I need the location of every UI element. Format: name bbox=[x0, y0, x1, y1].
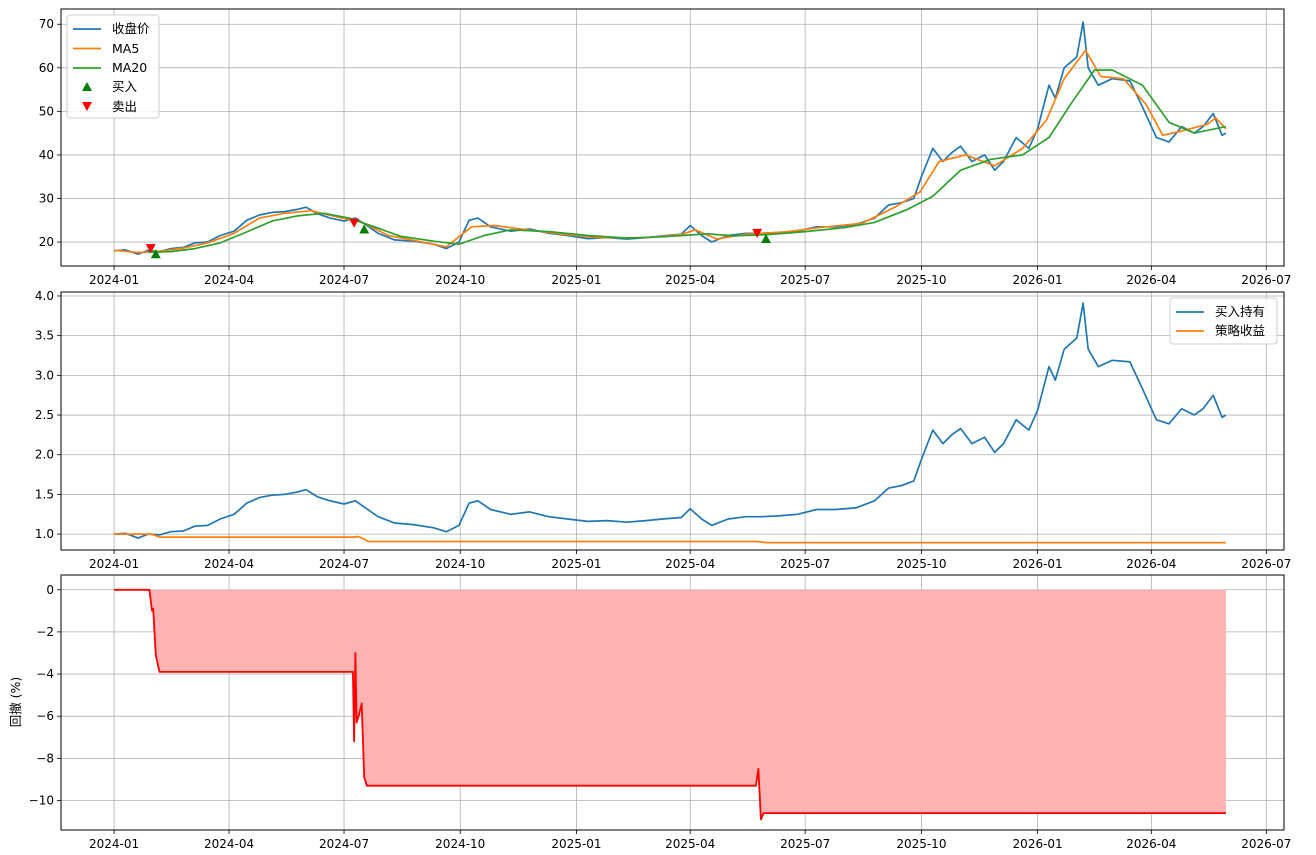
legend-buyhold-label: 买入持有 bbox=[1215, 304, 1265, 319]
legend-buy-label: 买入 bbox=[112, 79, 138, 94]
x-tick-label: 2026-07 bbox=[1241, 557, 1291, 571]
buy-hold-line bbox=[114, 302, 1227, 539]
returns-legend-box bbox=[1169, 297, 1278, 345]
returns-grid bbox=[61, 292, 1284, 550]
x-tick-label: 2026-04 bbox=[1126, 837, 1176, 851]
ma5-line bbox=[114, 49, 1227, 254]
strategy-line bbox=[114, 533, 1226, 544]
x-tick-label: 2026-07 bbox=[1241, 837, 1291, 851]
y-tick-label: 2.0 bbox=[35, 448, 54, 462]
legend-ma5-label: MA5 bbox=[112, 41, 139, 56]
x-tick-label: 2025-01 bbox=[551, 837, 601, 851]
y-tick-label: −2 bbox=[36, 625, 54, 639]
price-axes-frame bbox=[60, 8, 1285, 267]
drawdown-panel: 2024-01 2024-04 2024-07 2024-10 2025-01 2025-… bbox=[8, 574, 1292, 851]
x-tick-label: 2024-07 bbox=[319, 837, 369, 851]
price-grid bbox=[61, 9, 1284, 266]
x-tick-label: 2025-07 bbox=[780, 557, 830, 571]
price-legend: 收盘价 MA5 MA20 买入 卖出 bbox=[66, 14, 160, 119]
y-tick-label: 3.0 bbox=[35, 368, 54, 382]
x-tick-label: 2024-04 bbox=[204, 557, 254, 571]
y-tick-label: 70 bbox=[39, 17, 54, 31]
returns-panel: 2024-01 2024-04 2024-07 2024-10 2025-01 2025-… bbox=[35, 289, 1291, 571]
x-tick-label: 2025-10 bbox=[896, 557, 946, 571]
x-tick-label: 2024-07 bbox=[319, 557, 369, 571]
sell-marker bbox=[349, 218, 360, 228]
returns-plot bbox=[114, 302, 1227, 544]
drawdown-plot bbox=[114, 588, 1226, 821]
y-tick-label: 1.5 bbox=[35, 487, 54, 501]
y-tick-label: 50 bbox=[39, 104, 54, 118]
drawdown-fill-area bbox=[114, 589, 1226, 820]
buy-marker bbox=[150, 249, 161, 259]
y-tick-label: 4.0 bbox=[35, 289, 54, 303]
y-tick-label: 20 bbox=[39, 235, 54, 249]
x-tick-label: 2026-01 bbox=[1013, 273, 1063, 287]
x-tick-label: 2024-01 bbox=[89, 837, 139, 851]
legend-buy-marker bbox=[82, 82, 92, 91]
y-tick-label: −8 bbox=[36, 751, 54, 765]
x-tick-label: 2025-07 bbox=[780, 837, 830, 851]
sell-marker bbox=[145, 244, 156, 254]
y-tick-label: 3.5 bbox=[35, 329, 54, 343]
y-tick-label: 60 bbox=[39, 61, 54, 75]
x-tick-label: 2024-01 bbox=[89, 557, 139, 571]
price-ticks: 2024-01 2024-04 2024-07 2024-10 2025-01 2025-… bbox=[39, 17, 1292, 287]
price-legend-box bbox=[66, 14, 160, 119]
sell-marker bbox=[752, 228, 763, 238]
legend-sell-marker bbox=[82, 102, 92, 111]
x-tick-label: 2024-04 bbox=[204, 273, 254, 287]
legend-close-label: 收盘价 bbox=[112, 21, 150, 36]
price-panel: 2024-01 2024-04 2024-07 2024-10 2025-01 2025-… bbox=[39, 8, 1292, 287]
x-tick-label: 2025-01 bbox=[551, 273, 601, 287]
drawdown-axes-frame bbox=[60, 574, 1285, 831]
x-tick-label: 2025-10 bbox=[896, 273, 946, 287]
y-tick-label: −10 bbox=[29, 793, 54, 807]
x-tick-label: 2026-01 bbox=[1013, 557, 1063, 571]
returns-ticks: 2024-01 2024-04 2024-07 2024-10 2025-01 2025-… bbox=[35, 289, 1291, 571]
x-tick-label: 2026-01 bbox=[1013, 837, 1063, 851]
ma20-line bbox=[148, 69, 1227, 253]
drawdown-line bbox=[114, 588, 1226, 821]
drawdown-ylabel: 回撤 (%) bbox=[8, 677, 23, 728]
x-tick-label: 2024-04 bbox=[204, 837, 254, 851]
y-tick-label: −6 bbox=[36, 709, 54, 723]
legend-ma20-label: MA20 bbox=[112, 60, 147, 75]
returns-axes-frame bbox=[60, 291, 1285, 551]
close-price-line bbox=[114, 21, 1227, 256]
x-tick-label: 2024-10 bbox=[435, 557, 485, 571]
x-tick-label: 2026-07 bbox=[1241, 273, 1291, 287]
x-tick-label: 2025-01 bbox=[551, 557, 601, 571]
drawdown-ticks: 2024-01 2024-04 2024-07 2024-10 2025-01 2025-… bbox=[29, 583, 1292, 851]
x-tick-label: 2024-10 bbox=[435, 273, 485, 287]
x-tick-label: 2024-01 bbox=[89, 273, 139, 287]
y-tick-label: 0 bbox=[46, 583, 54, 597]
x-tick-label: 2025-10 bbox=[896, 837, 946, 851]
x-tick-label: 2026-04 bbox=[1126, 557, 1176, 571]
y-tick-label: 2.5 bbox=[35, 408, 54, 422]
y-tick-label: 40 bbox=[39, 148, 54, 162]
y-tick-label: −4 bbox=[36, 667, 54, 681]
x-tick-label: 2025-07 bbox=[780, 273, 830, 287]
x-tick-label: 2024-07 bbox=[319, 273, 369, 287]
buy-marker bbox=[359, 224, 370, 234]
returns-legend: 买入持有 策略收益 bbox=[1169, 297, 1278, 345]
price-plot bbox=[114, 21, 1227, 259]
y-tick-label: 30 bbox=[39, 191, 54, 205]
y-tick-label: 1.0 bbox=[35, 527, 54, 541]
legend-strategy-label: 策略收益 bbox=[1215, 323, 1265, 338]
x-tick-label: 2025-04 bbox=[665, 837, 715, 851]
buy-marker bbox=[760, 234, 771, 244]
x-tick-label: 2025-04 bbox=[665, 557, 715, 571]
x-tick-label: 2026-04 bbox=[1126, 273, 1176, 287]
legend-sell-label: 卖出 bbox=[112, 99, 137, 114]
x-tick-label: 2024-10 bbox=[435, 837, 485, 851]
x-tick-label: 2025-04 bbox=[665, 273, 715, 287]
